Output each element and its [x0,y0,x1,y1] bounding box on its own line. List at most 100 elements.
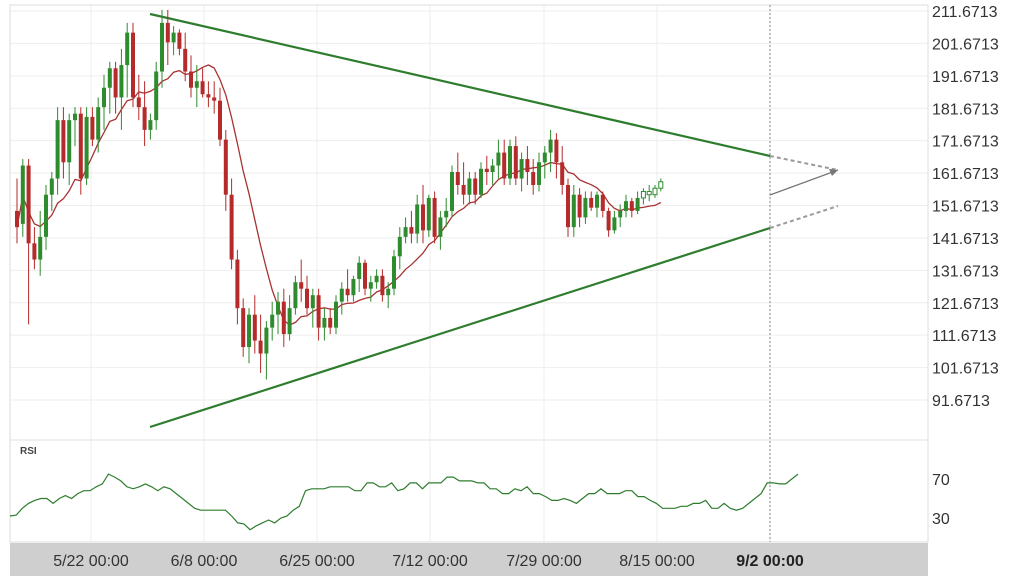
price-tick-label: 191.6713 [932,69,999,86]
candle-body [339,288,344,302]
candle-body [473,178,478,195]
candle [635,191,640,215]
price-tick-label: 161.6713 [932,166,999,183]
current-time-label: 9/2 00:00 [736,553,804,570]
candle [20,159,25,237]
upper-projection [769,155,839,171]
rsi-label: RSI [20,446,37,457]
candle-body [183,48,188,72]
candle-body [583,197,588,218]
candle [44,184,48,250]
candle [148,113,153,140]
candle [154,61,159,130]
candle-body [502,152,507,179]
candle-body [73,113,77,121]
candle-body [67,120,72,163]
candle [264,321,269,380]
candle-body [600,194,605,211]
candle-body [560,162,565,185]
candle-body [247,314,251,348]
candle-body [316,295,321,328]
candle-body [154,71,159,121]
candle-body [629,201,634,211]
price-tick-label: 151.6713 [932,199,999,216]
candle [183,32,188,82]
candle-body [218,100,222,140]
candle [165,9,170,66]
candle [96,97,101,153]
candle-body [652,187,658,196]
candle-body [392,256,396,289]
candle [15,178,19,244]
price-tick-label: 121.6713 [932,296,999,313]
candle [646,184,652,202]
forecast-arrowhead [829,169,838,176]
candle [316,288,321,341]
candle-body [78,113,83,179]
candle [287,295,292,341]
candle [38,210,43,276]
candle-body [15,210,19,228]
candle-body [571,194,576,228]
candle-body [508,146,512,179]
candle [363,259,367,296]
candle [61,107,66,179]
price-tick-label: 171.6713 [932,134,999,151]
price-tick-label: 201.6713 [932,36,999,53]
candle-body [409,227,414,234]
candle [473,172,478,205]
candle-body [287,308,292,335]
candle [235,249,240,325]
candle [658,178,664,192]
candle-body [421,204,425,231]
candle-body [438,217,443,237]
candle-body [612,217,617,231]
plot-border [9,4,929,543]
candle-body [125,32,130,66]
candle [55,107,60,195]
time-tick-label: 7/29 00:00 [506,553,582,570]
candle [223,129,228,211]
candle [374,269,379,289]
candle-body [235,259,240,309]
candle-body [49,178,54,195]
candle-body [113,68,118,98]
candle [351,275,356,302]
candle [78,107,83,195]
candle-body [310,295,315,309]
candle-body [334,301,338,328]
candle-body [160,22,164,72]
candle [652,184,658,198]
candle-body [415,204,420,234]
candle-body [380,275,385,296]
candle [293,275,298,315]
candle [461,162,466,205]
time-tick-label: 5/22 00:00 [53,553,129,570]
time-tick-label: 8/15 00:00 [619,553,695,570]
candle [409,210,414,244]
candle [554,133,559,179]
candle-body [345,288,350,296]
time-axis-bar [10,543,928,576]
candle [589,191,594,211]
candle [84,107,89,185]
candle [305,275,309,315]
candle [131,22,135,108]
candle-body [444,210,449,218]
candle [450,165,454,218]
candle [438,210,443,250]
candle [496,139,501,179]
price-tick-label: 91.6713 [932,393,990,410]
candle [537,152,541,192]
price-axis: 211.6713 201.6713 191.6713 181.6713 171.6713… [932,4,999,410]
candle-body [618,210,623,218]
candle-body [450,172,454,211]
candle-body [368,282,373,289]
candle [571,184,576,237]
forecast-arrow [769,169,839,196]
candle-body [531,172,536,185]
candle-body [542,152,547,163]
candle-body [252,314,257,341]
candle-body [595,194,599,208]
candle [397,227,402,270]
